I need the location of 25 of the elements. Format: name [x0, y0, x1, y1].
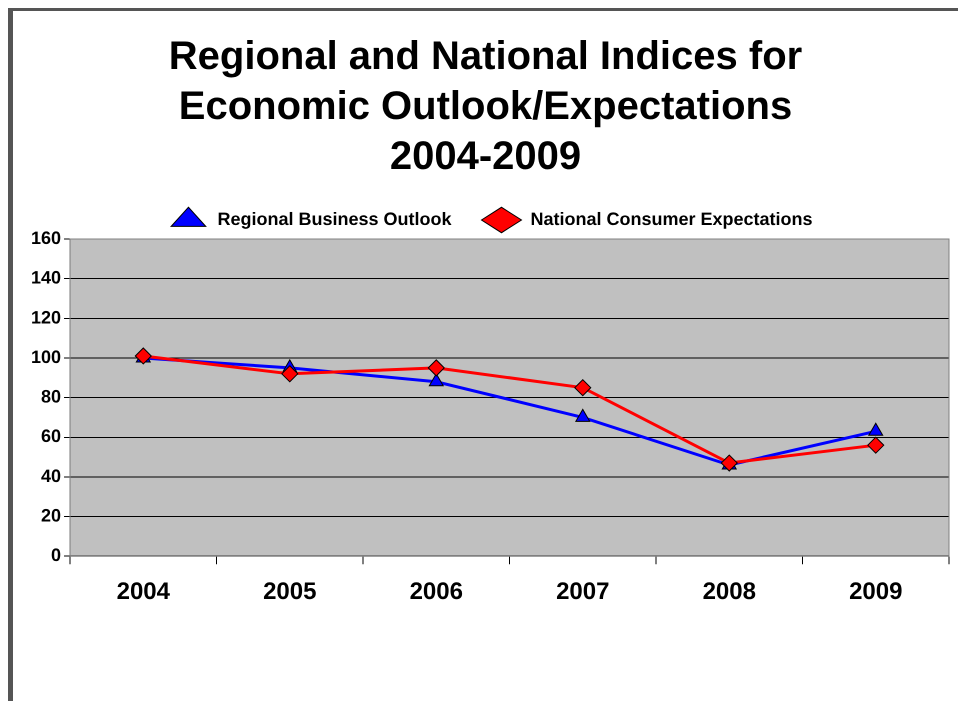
- point: [281, 365, 298, 382]
- y-tick-label: 0: [51, 545, 62, 566]
- point: [575, 408, 590, 422]
- y-tick-label: 100: [30, 346, 62, 367]
- y-tick-label: 20: [41, 506, 62, 526]
- x-tick-label: 2005: [263, 578, 316, 606]
- y-tick-label: 40: [41, 466, 62, 486]
- legend-label: Regional Business Outlook: [217, 208, 452, 229]
- legend-label: National Consumer Expectations: [530, 208, 813, 229]
- point: [574, 379, 592, 396]
- x-tick-label: 2008: [702, 578, 756, 606]
- y-tick-label: 140: [30, 268, 62, 288]
- x-tick-label: 2009: [849, 578, 902, 606]
- x-tick-label: 2006: [410, 578, 463, 606]
- chart-title: Regional and National Indices for Economic Outlook/Expectations 2004-2009: [168, 33, 804, 180]
- y-tick-label: 120: [30, 307, 62, 328]
- x-tick-label: 2007: [556, 578, 610, 606]
- point: [428, 373, 444, 386]
- point: [867, 436, 884, 454]
- x-tick-label: 2004: [116, 578, 171, 606]
- point: [428, 359, 445, 376]
- y-tick-label: 80: [41, 386, 62, 407]
- y-tick-label: 160: [30, 228, 62, 248]
- point: [868, 422, 884, 436]
- y-tick-label: 60: [41, 426, 62, 446]
